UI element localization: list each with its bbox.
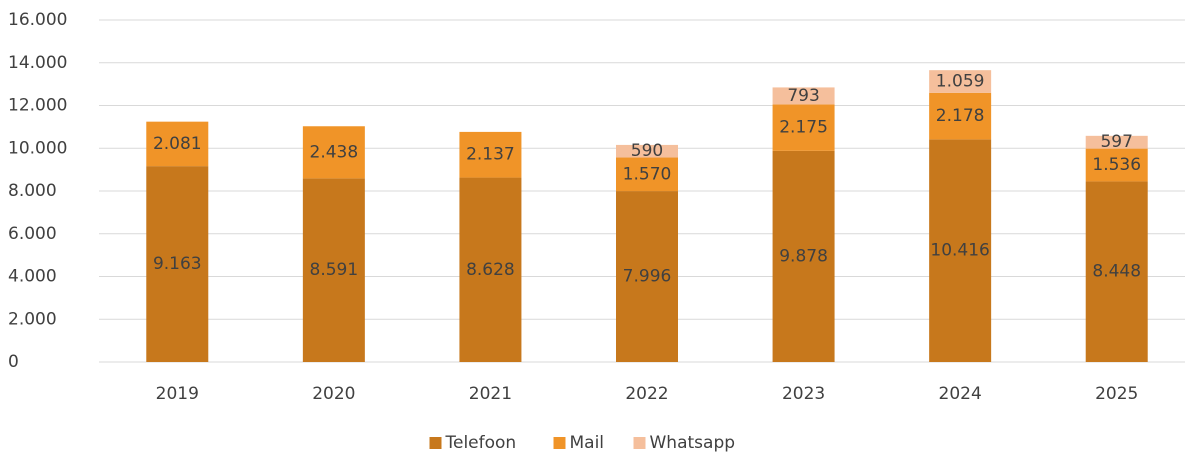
legend-label: Whatsapp	[650, 433, 736, 453]
y-tick-label: 12.000	[8, 96, 67, 116]
y-tick-label: 4.000	[8, 267, 57, 287]
data-label: 7.996	[623, 267, 672, 287]
bar-segment	[929, 70, 992, 93]
y-tick-label: 0	[8, 352, 19, 372]
y-tick-label: 16.000	[8, 10, 67, 30]
data-label: 2.081	[153, 134, 202, 154]
data-label: 9.878	[779, 246, 828, 266]
bar-segment	[146, 166, 209, 362]
x-tick-label: 2019	[156, 384, 199, 404]
data-label: 9.163	[153, 254, 202, 274]
legend-swatch	[553, 437, 566, 449]
x-tick-label: 2025	[1095, 384, 1138, 404]
data-label: 10.416	[930, 241, 989, 261]
bar-segment	[459, 177, 522, 362]
data-label: 2.175	[779, 118, 828, 138]
legend-label: Mail	[570, 433, 605, 453]
y-tick-label: 8.000	[8, 181, 57, 201]
bar-segment	[459, 131, 522, 178]
data-label: 793	[787, 86, 819, 106]
data-label: 1.570	[623, 164, 672, 184]
data-label: 597	[1100, 132, 1132, 152]
data-label: 8.628	[466, 260, 515, 280]
x-tick-label: 2022	[625, 384, 668, 404]
legend-swatch	[633, 437, 646, 449]
data-label: 8.591	[310, 260, 359, 280]
bar-segment	[772, 87, 835, 105]
bar-segment	[929, 139, 992, 362]
bar-segment	[1085, 135, 1148, 149]
y-tick-label: 10.000	[8, 138, 67, 158]
bar-segment	[616, 144, 678, 158]
x-tick-label: 2020	[312, 384, 355, 404]
data-label: 2.438	[310, 142, 359, 162]
data-label: 2.137	[466, 145, 515, 165]
data-label: 1.059	[936, 71, 985, 91]
bar-segment	[302, 126, 365, 179]
bar-segment	[302, 178, 365, 362]
x-tick-label: 2024	[939, 384, 982, 404]
bar-segment	[616, 157, 678, 192]
x-tick-label: 2021	[469, 384, 512, 404]
bar-segment	[929, 92, 992, 140]
y-tick-label: 6.000	[8, 224, 57, 244]
data-label: 8.448	[1092, 262, 1141, 282]
bar-segment	[616, 191, 678, 362]
bar-segment	[1085, 181, 1148, 362]
y-tick-label: 2.000	[8, 309, 57, 329]
bar-segment	[772, 104, 835, 151]
bar-segment	[772, 150, 835, 362]
legend-label: Telefoon	[445, 433, 517, 453]
bar-segment	[146, 121, 209, 167]
data-label: 1.536	[1092, 155, 1141, 175]
data-label: 2.178	[936, 106, 985, 126]
y-tick-label: 14.000	[8, 53, 67, 73]
bar-segment	[1085, 148, 1148, 182]
data-label: 590	[631, 141, 663, 161]
legend-swatch	[429, 437, 442, 449]
x-tick-label: 2023	[782, 384, 825, 404]
